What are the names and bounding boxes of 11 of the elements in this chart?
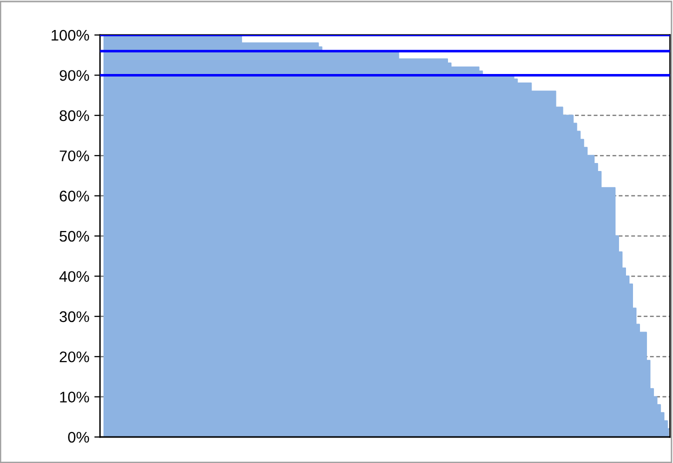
- y-tick-label: 80%: [60, 110, 90, 122]
- y-tick-label: 100%: [52, 30, 90, 41]
- y-tick-label: 60%: [60, 190, 90, 202]
- y-tick-label: 30%: [60, 311, 90, 322]
- y-tick-label: 50%: [60, 230, 90, 242]
- y-tick-label: 90%: [60, 70, 90, 81]
- y-tick-label: 20%: [60, 351, 90, 362]
- y-tick-label: 70%: [60, 150, 90, 162]
- y-tick-label: 0%: [68, 432, 90, 443]
- y-tick-label: 10%: [60, 392, 90, 402]
- y-tick-label: 40%: [59, 271, 90, 282]
